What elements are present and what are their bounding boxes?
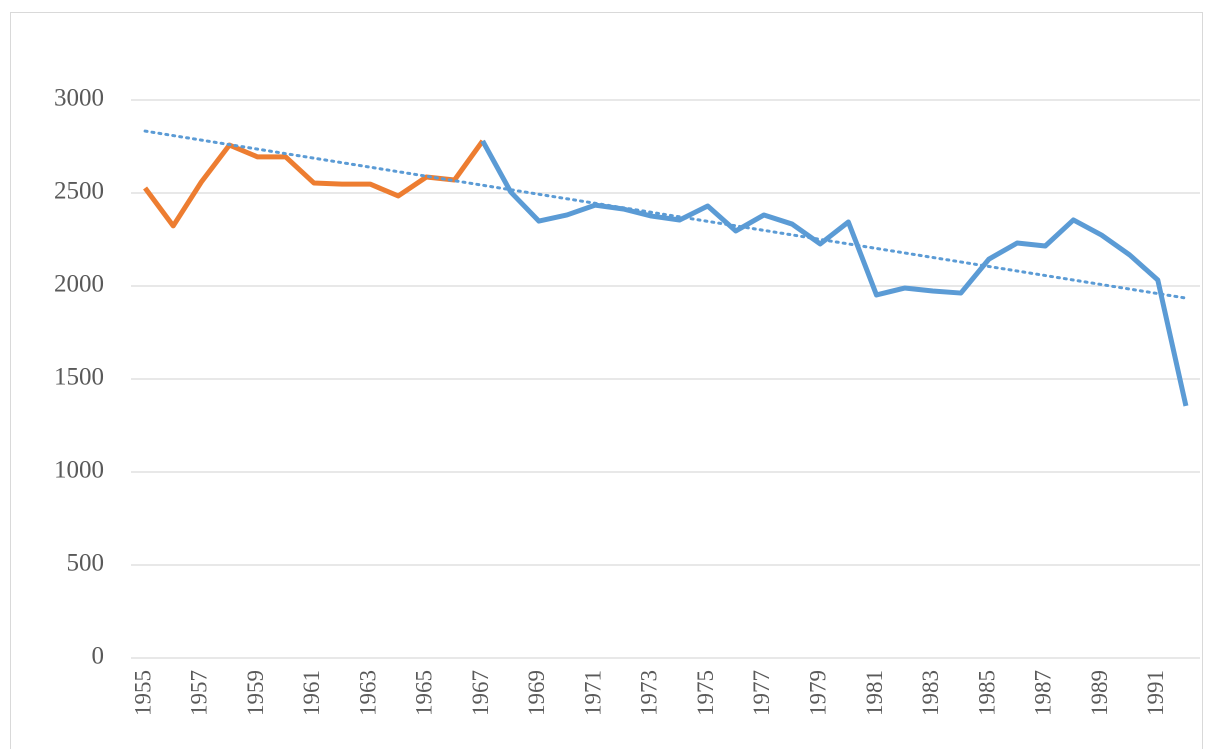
line-series [143, 139, 485, 229]
x-tick-label: 1961 [299, 670, 324, 716]
y-tick-label: 1500 [54, 364, 104, 391]
x-tick-label: 1991 [1143, 670, 1168, 716]
x-tick-label: 1989 [1087, 670, 1112, 716]
y-tick-label: 0 [92, 643, 105, 670]
x-tick-label: 1957 [187, 670, 212, 716]
x-tick-label: 1977 [749, 670, 774, 716]
y-tick-label: 2000 [54, 271, 104, 298]
x-tick-label: 1987 [1031, 670, 1056, 716]
x-tick-label: 1969 [524, 670, 549, 716]
y-tick-label: 500 [67, 550, 105, 577]
x-tick-label: 1955 [130, 670, 155, 716]
x-tick-label: 1979 [806, 670, 831, 716]
x-tick-label: 1973 [637, 670, 662, 716]
y-tick-label: 1000 [54, 457, 104, 484]
x-tick-label: 1971 [580, 670, 605, 716]
line-series [480, 139, 1189, 407]
chart-frame [10, 12, 1203, 749]
x-tick-label: 1959 [243, 670, 268, 716]
x-tick-label: 1983 [918, 670, 943, 716]
x-tick-label: 1981 [862, 670, 887, 716]
trend-line [143, 129, 1188, 300]
x-tick-label: 1965 [412, 670, 437, 716]
x-tick-label: 1975 [693, 670, 718, 716]
x-tick-label: 1985 [974, 670, 999, 716]
x-tick-label: 1963 [355, 670, 380, 716]
y-tick-label: 2500 [54, 178, 104, 205]
x-tick-label: 1967 [468, 670, 493, 716]
y-tick-label: 3000 [54, 85, 104, 112]
